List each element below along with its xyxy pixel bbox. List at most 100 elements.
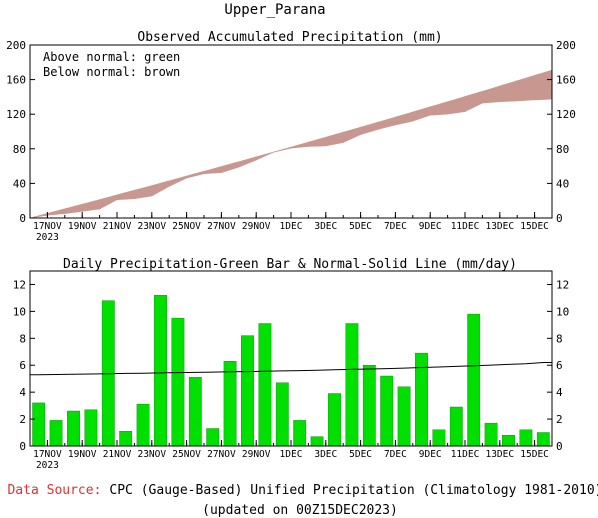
daily-plot: 0 0 2 2 4 4 6 6 8 8 10 10 12 12 17NOV 19NOV 21NOV 23NOV 2… bbox=[13, 270, 570, 471]
accum-x-label: 7DEC bbox=[384, 221, 407, 232]
accum-difference-band bbox=[134, 185, 153, 200]
daily-bar bbox=[397, 386, 411, 447]
accum-difference-band bbox=[412, 106, 431, 122]
daily-bar bbox=[49, 420, 63, 447]
footer-source: Data Source: CPC (Gauge-Based) Unified Pr… bbox=[7, 483, 598, 498]
accum-y-label-left: 40 bbox=[13, 177, 26, 190]
daily-y-label-left: 6 bbox=[19, 359, 26, 372]
daily-y-label-left: 2 bbox=[19, 413, 26, 426]
accum-y-label-right: 80 bbox=[556, 143, 569, 156]
accum-difference-band bbox=[47, 208, 66, 216]
accum-difference-band bbox=[377, 116, 396, 130]
footer-updated: (updated on 00Z15DEC2023) bbox=[202, 503, 398, 518]
daily-x-label: 25NOV bbox=[172, 449, 201, 460]
accum-difference-band bbox=[360, 121, 379, 136]
accum-y-label-right: 200 bbox=[556, 39, 576, 52]
daily-bar bbox=[241, 335, 254, 447]
daily-x-label: 5DEC bbox=[349, 449, 372, 460]
accum-difference-band bbox=[64, 203, 83, 214]
accum-x-label: 27NOV bbox=[207, 221, 236, 232]
daily-x-ticks: 17NOV 19NOV 21NOV 23NOV 25NOV 27NOV 29NOV 1DEC 3… bbox=[29, 440, 549, 471]
daily-chart-title: Daily Precipitation-Green Bar & Normal-S… bbox=[63, 257, 517, 272]
daily-x-label: 21NOV bbox=[103, 449, 132, 460]
daily-y-label-left: 4 bbox=[19, 386, 26, 399]
accum-difference-band bbox=[81, 199, 100, 212]
daily-bar bbox=[345, 323, 359, 447]
daily-x-label: 29NOV bbox=[242, 449, 271, 460]
daily-x-label: 1DEC bbox=[280, 449, 303, 460]
daily-bar bbox=[449, 406, 463, 447]
daily-bar bbox=[467, 313, 481, 447]
accum-y-label-left: 200 bbox=[6, 39, 26, 52]
accum-y-label-left: 120 bbox=[6, 108, 26, 121]
daily-bar bbox=[188, 377, 202, 447]
accum-difference-band bbox=[221, 161, 240, 174]
daily-x-label: 15DEC bbox=[520, 449, 549, 460]
accum-y-label-right: 120 bbox=[556, 108, 576, 121]
daily-bar bbox=[32, 402, 46, 447]
source-label: Data Source: bbox=[7, 483, 101, 498]
accum-difference-band bbox=[516, 74, 535, 102]
accum-difference-band bbox=[290, 141, 309, 149]
daily-y-label-right: 6 bbox=[556, 359, 563, 372]
source-text: CPC (Gauge-Based) Unified Precipitation … bbox=[109, 483, 598, 498]
accum-chart-title: Observed Accumulated Precipitation (mm) bbox=[137, 30, 442, 45]
accum-y-ticks: 0 0 40 40 80 80 120 120 160 160 200 200 bbox=[6, 39, 576, 225]
accum-difference-band bbox=[499, 80, 518, 103]
accum-y-label-left: 160 bbox=[6, 74, 26, 87]
daily-x-label: 27NOV bbox=[207, 449, 236, 460]
daily-y-label-right: 10 bbox=[556, 305, 569, 318]
accum-difference-band bbox=[342, 126, 361, 143]
accum-shading bbox=[29, 69, 553, 219]
accum-difference-band bbox=[273, 146, 292, 153]
accum-y-label-right: 0 bbox=[556, 212, 563, 225]
daily-x-label: 17NOV bbox=[33, 449, 62, 460]
daily-y-ticks: 0 0 2 2 4 4 6 6 8 8 10 10 12 12 bbox=[13, 278, 570, 453]
daily-bar bbox=[362, 365, 376, 447]
accum-difference-band bbox=[255, 151, 274, 161]
daily-normal-line bbox=[30, 362, 552, 376]
daily-y-label-left: 12 bbox=[13, 278, 26, 291]
daily-bar bbox=[310, 436, 324, 447]
daily-bar bbox=[67, 410, 80, 447]
daily-bar bbox=[119, 431, 133, 447]
accum-difference-band bbox=[99, 194, 118, 210]
accum-difference-band bbox=[29, 213, 48, 219]
accum-x-ticks: 17NOV 19NOV 21NOV 23NOV 25NOV 27NOV 29NOV 1DEC 3… bbox=[29, 212, 549, 243]
daily-y-label-left: 0 bbox=[19, 440, 26, 453]
accum-difference-band bbox=[447, 96, 466, 115]
accum-difference-band bbox=[116, 189, 135, 201]
accum-difference-band bbox=[325, 131, 344, 147]
daily-bars bbox=[32, 295, 550, 447]
daily-bar bbox=[136, 404, 150, 447]
accum-x-label: 11DEC bbox=[451, 221, 480, 232]
accum-x-label: 1DEC bbox=[280, 221, 303, 232]
daily-bar bbox=[328, 393, 341, 447]
daily-y-label-right: 8 bbox=[556, 332, 563, 345]
legend-below-normal: Below normal: brown bbox=[43, 65, 180, 79]
daily-bar bbox=[275, 382, 289, 447]
accum-difference-band bbox=[151, 180, 170, 197]
accum-x-label: 29NOV bbox=[242, 221, 271, 232]
daily-y-label-left: 10 bbox=[13, 305, 26, 318]
daily-y-label-right: 12 bbox=[556, 278, 569, 291]
accum-x-year-label: 2023 bbox=[36, 232, 59, 243]
accum-x-label: 21NOV bbox=[103, 221, 132, 232]
daily-x-label: 3DEC bbox=[314, 449, 337, 460]
accum-difference-band bbox=[395, 111, 414, 126]
daily-x-label: 13DEC bbox=[485, 449, 514, 460]
accum-x-label: 25NOV bbox=[172, 221, 201, 232]
accum-x-label: 19NOV bbox=[68, 221, 97, 232]
daily-y-label-left: 8 bbox=[19, 332, 26, 345]
daily-bar bbox=[223, 361, 237, 447]
daily-y-label-right: 2 bbox=[556, 413, 563, 426]
accum-difference-band bbox=[168, 175, 187, 187]
daily-bar bbox=[502, 435, 515, 447]
accum-difference-band bbox=[429, 101, 448, 116]
daily-x-year-label: 2023 bbox=[36, 460, 59, 471]
daily-bar bbox=[293, 420, 307, 447]
daily-bar bbox=[536, 432, 550, 447]
daily-x-label: 9DEC bbox=[419, 449, 442, 460]
accum-x-label: 13DEC bbox=[485, 221, 514, 232]
accum-y-label-left: 80 bbox=[13, 143, 26, 156]
